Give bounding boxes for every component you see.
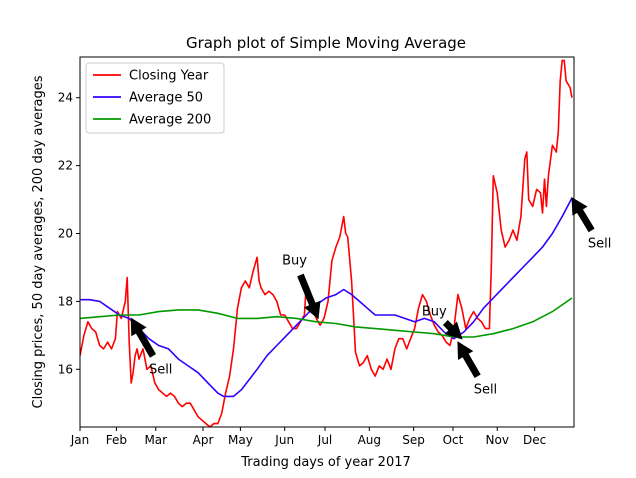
annotation-arrow [297,273,321,320]
x-tick-label: Apr [193,433,214,447]
annotation-arrow [442,319,463,340]
x-tick-label: Jul [317,433,332,447]
legend-label: Average 200 [129,113,211,128]
legend-label: Average 50 [129,91,203,106]
series-line-3 [80,297,573,338]
y-tick-label: 18 [58,294,73,308]
x-tick-label: Jan [70,433,90,447]
annotation-label: Buy [282,254,307,269]
x-tick-label: Oct [443,433,464,447]
x-axis-label: Trading days of year 2017 [240,455,411,470]
legend-box [85,62,225,134]
x-tick-label: May [228,433,253,447]
x-axis: Jan Feb Mar Apr May Jun Jul Aug Sep Oct Nov Dec [70,427,546,447]
y-tick-label: 22 [58,159,73,173]
annotation-arrow [571,196,595,233]
y-tick-label: 16 [58,362,73,376]
series-layer [80,59,573,427]
x-tick-label: Feb [106,433,127,447]
x-tick-label: Sep [402,433,425,447]
plot-frame [79,56,575,428]
y-axis: 16 18 20 22 24 [58,91,80,376]
x-tick-label: Nov [486,433,509,447]
chart-title: Graph plot of Simple Moving Average [186,34,466,52]
legend-label: Closing Year [129,69,209,84]
x-tick-label: Mar [144,433,167,447]
x-tick-label: Jun [274,433,294,447]
legend: Closing Year Average 50 Average 200 [85,62,225,134]
annotation-label: Buy [422,305,447,320]
y-axis-label: Closing prices, 50 day averages, 200 day… [31,75,46,408]
x-tick-label: Dec [523,433,546,447]
y-tick-label: 24 [58,91,73,105]
y-tick-label: 20 [58,227,73,241]
annotation-label: Sell [588,237,611,252]
series-line-1 [80,59,573,427]
annotation-label: Sell [149,362,172,377]
annotation-label: Sell [474,383,497,398]
annotation-arrow [130,317,156,358]
annotation-arrow [457,341,481,378]
series-line-2 [80,197,573,398]
x-tick-label: Aug [358,433,381,447]
annotation-layer: Sell Buy Buy Sell Sell [130,196,611,398]
